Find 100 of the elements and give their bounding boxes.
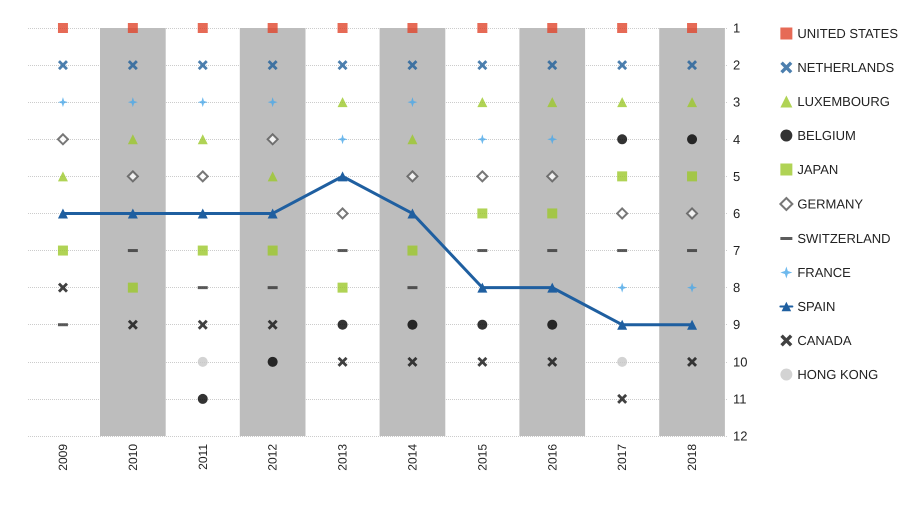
point <box>407 23 418 33</box>
legend-label: BELGIUM <box>797 128 856 143</box>
point <box>547 282 558 293</box>
legend-label: CANADA <box>797 333 852 348</box>
point <box>338 60 348 70</box>
point <box>338 134 348 144</box>
point <box>198 320 208 330</box>
point <box>128 282 138 293</box>
legend-label: NETHERLANDS <box>797 60 894 75</box>
y-tick-label: 4 <box>733 132 740 147</box>
point <box>58 208 68 218</box>
point <box>128 97 138 108</box>
point <box>407 60 418 70</box>
point <box>407 356 418 367</box>
point <box>198 97 208 108</box>
point <box>58 23 68 33</box>
point <box>338 97 348 108</box>
y-tick-label: 10 <box>733 354 748 370</box>
legend-label: JAPAN <box>797 162 838 177</box>
point <box>128 134 138 144</box>
point <box>268 320 278 330</box>
point <box>338 320 348 330</box>
point <box>617 134 628 144</box>
point <box>268 23 278 33</box>
point <box>616 207 628 220</box>
x-tick-label: 2009 <box>56 444 70 471</box>
point <box>687 97 698 108</box>
x-tick-label: 2012 <box>266 444 280 471</box>
point <box>617 320 628 330</box>
x-tick-label: 2014 <box>405 444 420 471</box>
point <box>477 60 488 70</box>
point <box>198 134 208 144</box>
point <box>268 208 278 218</box>
point <box>547 320 558 330</box>
point <box>268 60 278 70</box>
point <box>58 60 68 70</box>
y-tick-label: 3 <box>733 94 740 110</box>
legend-label: SWITZERLAND <box>797 231 891 246</box>
point <box>407 208 418 218</box>
point <box>687 60 698 70</box>
point <box>477 208 488 218</box>
x-tick-label: 2010 <box>126 444 140 471</box>
point <box>128 60 138 70</box>
point <box>338 171 348 182</box>
x-tick-label: 2013 <box>336 444 350 471</box>
point <box>198 394 208 404</box>
point <box>266 133 279 146</box>
point <box>198 60 208 70</box>
point <box>198 356 208 367</box>
point <box>477 23 488 33</box>
point <box>128 208 138 218</box>
point <box>617 97 628 108</box>
point <box>126 170 139 182</box>
point <box>198 246 208 256</box>
point <box>547 23 558 33</box>
point <box>58 246 68 256</box>
point <box>56 133 69 146</box>
x-tick-label: 2011 <box>196 444 210 470</box>
y-tick-label: 2 <box>733 58 740 73</box>
point <box>128 320 138 330</box>
point <box>407 246 418 256</box>
legend-label: UNITED STATES <box>797 26 898 41</box>
point <box>196 170 209 182</box>
point <box>477 97 488 108</box>
point <box>268 97 278 108</box>
point <box>687 171 698 182</box>
x-tick-label: 2016 <box>545 444 560 471</box>
legend-label: GERMANY <box>797 196 864 212</box>
point <box>198 208 208 218</box>
point <box>338 282 348 293</box>
y-tick-label: 12 <box>733 428 748 444</box>
point <box>687 282 698 293</box>
y-tick-label: 5 <box>733 168 740 184</box>
point <box>407 320 418 330</box>
point <box>128 23 138 33</box>
legend-label: LUXEMBOURG <box>797 94 890 109</box>
point <box>686 207 698 220</box>
point <box>477 356 488 367</box>
point <box>58 282 68 293</box>
point <box>617 356 628 367</box>
point <box>407 97 418 108</box>
point <box>268 246 278 256</box>
point <box>338 23 348 33</box>
y-tick-label: 11 <box>733 391 746 406</box>
point <box>268 356 278 367</box>
y-tick-label: 1 <box>733 20 740 36</box>
point <box>546 170 558 182</box>
legend-label: FRANCE <box>797 265 852 280</box>
point <box>617 394 628 404</box>
point <box>617 171 628 182</box>
point <box>58 171 68 182</box>
point <box>687 320 698 330</box>
x-tick-label: 2018 <box>685 444 700 471</box>
point <box>687 356 698 367</box>
y-tick-label: 6 <box>733 206 740 221</box>
point <box>617 23 628 33</box>
point <box>477 320 488 330</box>
point <box>687 134 698 144</box>
x-tick-label: 2017 <box>615 444 630 471</box>
point <box>687 23 698 33</box>
